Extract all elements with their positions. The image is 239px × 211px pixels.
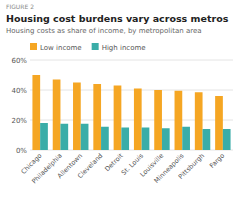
bar: [223, 129, 231, 150]
subtitle: Housing costs as share of income, by met…: [6, 27, 202, 35]
grid-line: [30, 60, 233, 61]
bar: [142, 128, 150, 151]
bar: [53, 80, 61, 151]
x-tick-label: Philadelphia: [30, 152, 64, 186]
bar: [215, 96, 223, 150]
bar: [175, 91, 183, 150]
legend-swatch: [92, 43, 99, 50]
x-tick-label: Pittsburgh: [177, 152, 206, 181]
x-tick-label: Cleveland: [76, 152, 104, 180]
y-tick-label: 20%: [11, 117, 27, 125]
bar: [162, 128, 170, 150]
figure-label: FIGURE 2: [6, 3, 34, 10]
bar: [93, 84, 101, 150]
bar: [114, 86, 122, 151]
bar: [195, 92, 203, 150]
title: Housing cost burdens vary across metros: [6, 13, 229, 24]
legend: Low income High income: [30, 43, 146, 52]
bar: [32, 75, 40, 150]
x-tick-label: Fargo: [208, 152, 226, 170]
bar: [101, 127, 109, 150]
y-axis: 0% 20% 40% 60%: [11, 57, 233, 155]
bars: [32, 75, 230, 150]
legend-label: Low income: [40, 44, 82, 52]
bar: [40, 123, 48, 150]
legend-swatch: [30, 43, 37, 50]
chart: FIGURE 2 Housing cost burdens vary across…: [0, 0, 239, 211]
bar: [73, 83, 81, 151]
bar: [203, 129, 211, 150]
y-tick-label: 40%: [11, 87, 27, 95]
bar: [60, 124, 68, 150]
bar: [134, 89, 142, 151]
y-tick-label: 0%: [16, 147, 27, 155]
y-tick-label: 60%: [11, 57, 27, 65]
bar: [81, 124, 89, 150]
legend-label: High income: [102, 44, 146, 52]
bar: [121, 128, 129, 151]
bar: [182, 127, 190, 150]
x-axis: ChicagoPhiladelphiaAllentownClevelandDet…: [19, 151, 226, 185]
bar: [154, 90, 162, 150]
